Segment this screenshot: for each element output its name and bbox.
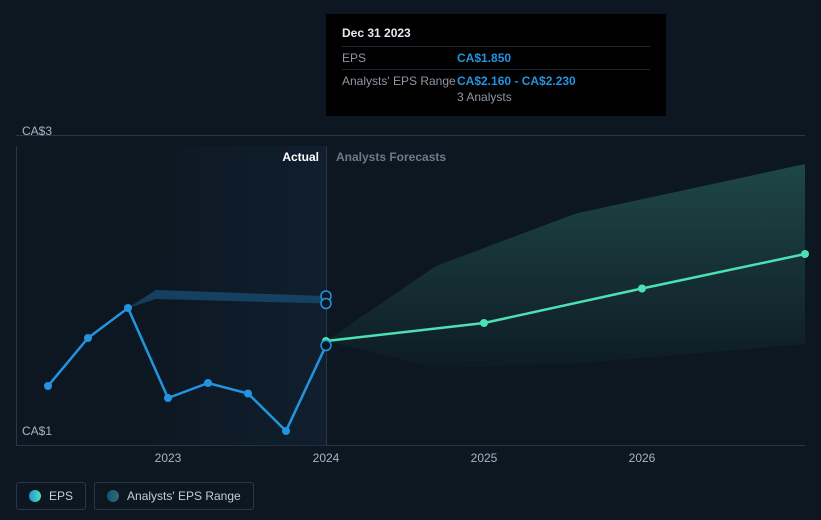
data-marker[interactable] xyxy=(204,379,212,387)
data-marker[interactable] xyxy=(124,304,132,312)
tooltip-subtext: 3 Analysts xyxy=(457,90,650,104)
tooltip-date: Dec 31 2023 xyxy=(342,26,650,40)
data-marker[interactable] xyxy=(84,334,92,342)
y-tick-label-3: CA$3 xyxy=(22,124,52,138)
legend-swatch xyxy=(107,490,119,502)
x-tick-label-2026: 2026 xyxy=(629,451,656,465)
data-marker[interactable] xyxy=(321,341,331,351)
x-tick-label-2025: 2025 xyxy=(471,451,498,465)
tooltip-row-eps: EPS CA$1.850 xyxy=(342,46,650,67)
data-marker[interactable] xyxy=(321,299,331,309)
y-tick-label-1: CA$1 xyxy=(22,424,52,438)
legend: EPS Analysts' EPS Range xyxy=(16,482,254,510)
data-marker[interactable] xyxy=(44,382,52,390)
data-marker[interactable] xyxy=(244,390,252,398)
data-marker[interactable] xyxy=(164,394,172,402)
tooltip-label: EPS xyxy=(342,49,457,67)
x-tick-label-2023: 2023 xyxy=(155,451,182,465)
eps-forecast-chart: { "chart": { "type": "line-with-range", … xyxy=(0,0,821,520)
tooltip-row-range: Analysts' EPS Range CA$2.160 - CA$2.230 xyxy=(342,69,650,90)
y-gridline-top xyxy=(16,135,805,136)
data-marker[interactable] xyxy=(282,427,290,435)
legend-item-range[interactable]: Analysts' EPS Range xyxy=(94,482,254,510)
legend-swatch xyxy=(29,490,41,502)
tooltip-value: CA$2.160 - CA$2.230 xyxy=(457,72,576,90)
forecast-range-area xyxy=(326,164,805,368)
data-marker[interactable] xyxy=(801,250,809,258)
legend-label: EPS xyxy=(49,489,73,503)
chart-svg xyxy=(16,146,805,446)
legend-label: Analysts' EPS Range xyxy=(127,489,241,503)
hover-tooltip: Dec 31 2023 EPS CA$1.850 Analysts' EPS R… xyxy=(326,14,666,116)
legend-item-eps[interactable]: EPS xyxy=(16,482,86,510)
actual-eps-line xyxy=(48,308,326,431)
x-tick-label-2024: 2024 xyxy=(313,451,340,465)
data-marker[interactable] xyxy=(638,285,646,293)
tooltip-value: CA$1.850 xyxy=(457,49,511,67)
tooltip-label: Analysts' EPS Range xyxy=(342,72,457,90)
data-marker[interactable] xyxy=(480,319,488,327)
